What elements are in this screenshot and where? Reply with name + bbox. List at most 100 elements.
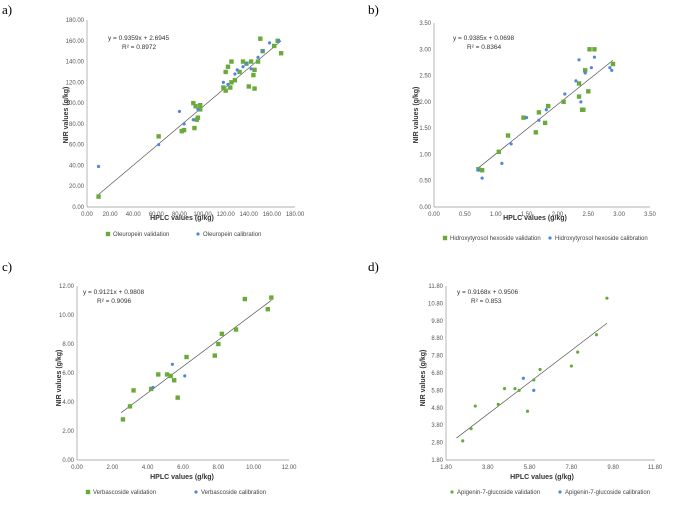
- x-tick-label: 0.50: [459, 212, 471, 218]
- data-point: [581, 107, 586, 112]
- data-point: [532, 388, 536, 392]
- series-validation: [120, 295, 274, 422]
- x-tick-label: 2.00: [106, 465, 118, 471]
- x-axis-title: HPLC values (g/kg): [510, 474, 574, 481]
- data-point: [193, 104, 198, 109]
- x-tick-label: 160.00: [263, 212, 282, 218]
- series-calibration: [521, 376, 536, 392]
- panel-letter: d): [368, 259, 379, 274]
- data-point: [225, 64, 231, 69]
- data-point: [228, 85, 233, 90]
- legend-label: Verbascoside validation: [93, 490, 156, 496]
- y-tick-label: 6.80: [431, 371, 443, 377]
- x-tick-label: 0.00: [71, 465, 83, 471]
- data-point: [120, 417, 126, 422]
- data-point: [461, 439, 465, 443]
- data-point: [509, 142, 513, 146]
- chart-panel-4: d) 1.80 3.80 5.80 7.80 9.80 11.80 1.80 2.80 3.80 4…: [368, 259, 663, 496]
- y-tick-label: 5.80: [431, 388, 443, 394]
- data-point: [278, 51, 284, 56]
- x-tick-label: 0.00: [81, 212, 93, 218]
- y-axis-title: NIR values (g/kg): [413, 87, 420, 144]
- data-point: [583, 71, 587, 75]
- r-squared-label: R² = 0.9096: [97, 298, 132, 305]
- legend-label: Apigenin-7-glucoside calibration: [565, 490, 650, 496]
- data-point: [496, 402, 500, 406]
- data-point: [226, 82, 230, 87]
- x-tick-label: 180.00: [286, 212, 305, 218]
- trendline: [98, 40, 282, 195]
- data-point: [502, 387, 507, 391]
- data-point: [157, 143, 161, 147]
- data-point: [251, 72, 256, 78]
- data-point: [479, 168, 485, 173]
- data-point: [249, 67, 253, 71]
- data-point: [256, 55, 260, 60]
- data-point: [261, 49, 265, 53]
- data-point: [246, 84, 251, 89]
- y-tick-label: 1.80: [431, 458, 443, 464]
- data-point: [476, 168, 481, 172]
- x-tick-label: 7.80: [566, 465, 578, 471]
- legend-label: Hidroxytyrosol hexoside calibration: [555, 236, 648, 242]
- data-point: [183, 374, 187, 378]
- legend-label: Verbascoside calibration: [201, 490, 266, 496]
- data-point: [480, 176, 484, 180]
- data-point: [221, 80, 225, 84]
- y-tick-label: 20.00: [69, 184, 85, 190]
- data-point: [131, 388, 136, 393]
- data-point: [496, 149, 501, 154]
- data-point: [149, 386, 154, 392]
- data-point: [171, 378, 177, 383]
- data-point: [252, 86, 257, 91]
- data-point: [574, 79, 578, 83]
- data-point: [127, 404, 133, 409]
- data-point: [221, 85, 226, 90]
- series-calibration: [96, 39, 281, 169]
- data-point: [538, 367, 542, 372]
- y-tick-label: 4.00: [62, 400, 74, 406]
- data-point: [500, 161, 504, 165]
- y-tick-label: 120.00: [66, 80, 85, 86]
- data-point: [255, 59, 261, 64]
- data-point: [233, 327, 239, 332]
- series-calibration: [151, 362, 187, 390]
- data-point: [177, 109, 182, 114]
- data-point: [258, 36, 263, 41]
- data-point: [592, 47, 597, 52]
- x-tick-label: 3.80: [482, 465, 494, 471]
- y-tick-label: 2.00: [419, 100, 431, 106]
- data-point: [196, 107, 200, 111]
- data-point: [216, 341, 221, 347]
- x-tick-label: 100.00: [193, 212, 212, 218]
- x-tick-label: 2.50: [582, 212, 594, 218]
- data-point: [561, 99, 566, 105]
- data-point: [542, 120, 548, 126]
- legend-label: Apigenin-7-glucoside validation: [457, 490, 540, 496]
- data-point: [212, 353, 217, 358]
- x-axis-title: HPLC values (g/kg): [150, 215, 214, 222]
- data-point: [594, 333, 599, 337]
- trendline: [120, 300, 272, 413]
- trendline-equation: y = 0.9121x + 0.9808: [83, 289, 144, 296]
- data-point: [170, 362, 174, 366]
- y-tick-label: 100.00: [66, 101, 85, 107]
- data-point: [532, 378, 536, 382]
- data-point: [223, 88, 228, 93]
- data-point: [533, 130, 539, 135]
- panel-letter: a): [2, 2, 12, 17]
- data-point: [240, 59, 246, 64]
- panel-letter: c): [2, 259, 12, 274]
- data-point: [505, 133, 511, 138]
- x-tick-label: 3.00: [613, 212, 625, 218]
- data-point: [521, 376, 525, 380]
- x-tick-label: 60.00: [149, 212, 165, 218]
- data-point: [229, 59, 234, 64]
- data-point: [272, 43, 277, 49]
- legend-marker: [442, 235, 448, 241]
- y-tick-label: 10.80: [428, 301, 444, 307]
- x-tick-label: 0.00: [428, 212, 440, 218]
- y-tick-label: 0.00: [72, 205, 84, 211]
- data-point: [536, 110, 542, 115]
